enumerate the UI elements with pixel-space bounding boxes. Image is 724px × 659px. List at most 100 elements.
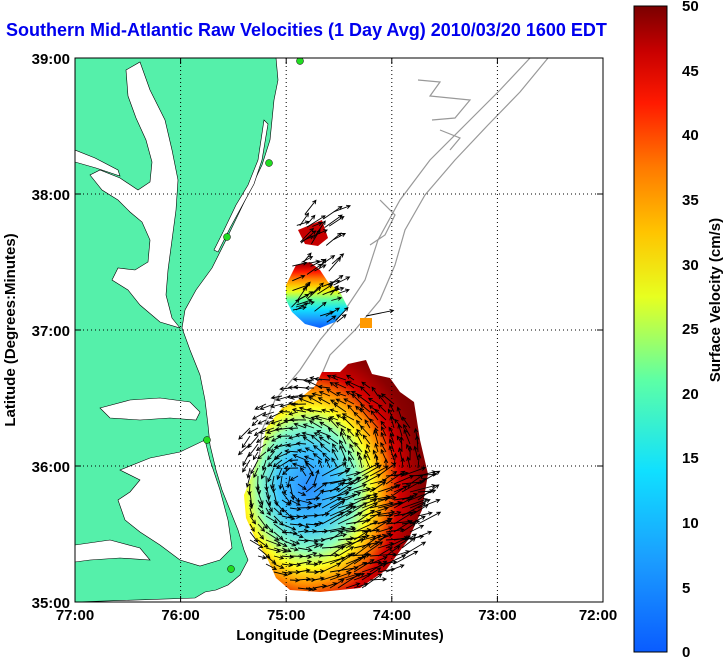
velocity-arrow <box>245 475 251 488</box>
radar-station-marker <box>223 233 231 241</box>
velocity-arrow <box>293 384 307 390</box>
velocity-arrow <box>337 288 350 294</box>
velocity-arrow <box>289 514 301 519</box>
velocity-arrow <box>291 407 307 413</box>
velocity-arrow <box>269 403 283 409</box>
x-axis-ticks: 77:00 76:00 75:00 74:00 73:00 72:00 <box>56 607 617 624</box>
velocity-arrow <box>401 541 427 557</box>
velocity-arrow <box>403 423 411 437</box>
velocity-arrow <box>329 286 345 293</box>
velocity-arrow <box>357 454 363 469</box>
velocity-arrow <box>321 500 346 517</box>
velocity-arrow <box>369 532 392 549</box>
velocity-arrow <box>276 434 291 439</box>
velocity-arrow <box>369 560 388 573</box>
velocity-arrow <box>273 547 288 553</box>
velocity-arrow <box>397 447 403 461</box>
velocity-arrow <box>313 489 325 501</box>
velocity-arrow <box>314 376 331 382</box>
velocity-arrow <box>335 414 347 421</box>
velocity-arrow <box>341 413 355 421</box>
velocity-arrow <box>298 406 315 413</box>
velocity-arrow <box>279 386 291 391</box>
velocity-arrow <box>289 475 299 481</box>
velocity-arrow <box>385 484 401 493</box>
velocity-arrow <box>385 527 405 533</box>
velocity-arrow <box>297 554 313 560</box>
velocity-arrow <box>353 543 372 557</box>
velocity-arrow <box>369 577 388 582</box>
velocity-arrow <box>353 411 363 421</box>
velocity-arrow <box>339 431 347 445</box>
velocity-arrow <box>329 510 353 525</box>
velocity-arrows <box>237 199 442 592</box>
velocity-arrow <box>355 432 363 445</box>
velocity-arrow <box>321 562 342 573</box>
x-tick-label: 72:00 <box>579 607 617 624</box>
radar-station-marker <box>265 159 273 167</box>
velocity-arrow <box>345 535 367 549</box>
velocity-arrow <box>289 539 301 545</box>
velocity-arrow <box>307 214 316 224</box>
velocity-arrow <box>361 534 382 549</box>
velocity-arrow <box>385 470 406 485</box>
velocity-arrow <box>369 481 387 493</box>
velocity-arrow <box>257 539 269 548</box>
velocity-arrow <box>393 520 413 533</box>
velocity-arrow <box>321 462 347 477</box>
velocity-arrow <box>271 435 283 442</box>
velocity-arrow <box>321 511 345 525</box>
velocity-arrow <box>323 205 343 220</box>
potomac-river <box>75 149 121 177</box>
velocity-arrow <box>401 416 411 429</box>
velocity-arrow <box>393 550 419 565</box>
velocity-arrow <box>361 567 382 581</box>
velocity-arrow <box>401 522 417 533</box>
colorbar-tick-label: 0 <box>682 644 690 659</box>
velocity-arrow <box>361 541 384 557</box>
velocity-arrow <box>281 570 293 576</box>
velocity-arrow <box>361 381 371 389</box>
velocity-arrow <box>331 448 339 461</box>
velocity-arrow <box>289 531 304 539</box>
velocity-arrow <box>325 232 342 246</box>
velocity-arrow <box>278 475 283 490</box>
velocity-arrow <box>261 411 275 417</box>
velocity-arrow <box>297 491 307 496</box>
x-tick-label: 76:00 <box>161 607 199 624</box>
albemarle-sound <box>99 397 201 421</box>
velocity-arrow <box>347 404 355 413</box>
velocity-arrow <box>292 274 306 282</box>
velocity-arrow <box>329 530 344 541</box>
velocity-arrow <box>385 510 402 517</box>
colorbar-tick-label: 30 <box>682 257 699 274</box>
velocity-arrow <box>293 422 307 429</box>
velocity-arrow <box>353 503 378 517</box>
velocity-arrow <box>363 454 371 469</box>
velocity-arrow <box>284 448 299 454</box>
velocity-arrow <box>270 419 283 425</box>
velocity-arrow <box>340 427 347 437</box>
velocity-arrow <box>396 406 403 421</box>
velocity-arrow <box>317 397 331 405</box>
velocity-arrow <box>313 576 325 581</box>
velocity-arrow <box>305 562 319 567</box>
velocity-arrow <box>336 313 347 323</box>
velocity-arrow <box>305 471 314 485</box>
velocity-arrow <box>313 432 323 437</box>
velocity-arrow <box>326 374 339 381</box>
velocity-arrow <box>265 539 282 547</box>
velocity-arrow <box>377 547 393 557</box>
velocity-arrow <box>268 411 283 419</box>
velocity-arrow <box>251 411 267 420</box>
colorbar-tick-label: 40 <box>682 127 699 144</box>
velocity-arrow <box>409 498 431 509</box>
velocity-arrow <box>329 545 345 557</box>
velocity-arrow <box>303 252 312 263</box>
velocity-arrow <box>409 504 429 517</box>
velocity-arrow <box>321 281 335 288</box>
velocity-arrow <box>246 467 251 479</box>
velocity-arrow <box>274 427 291 432</box>
velocity-arrow <box>365 308 395 317</box>
map-title: Southern Mid-Atlantic Raw Velocities (1 … <box>6 20 607 40</box>
